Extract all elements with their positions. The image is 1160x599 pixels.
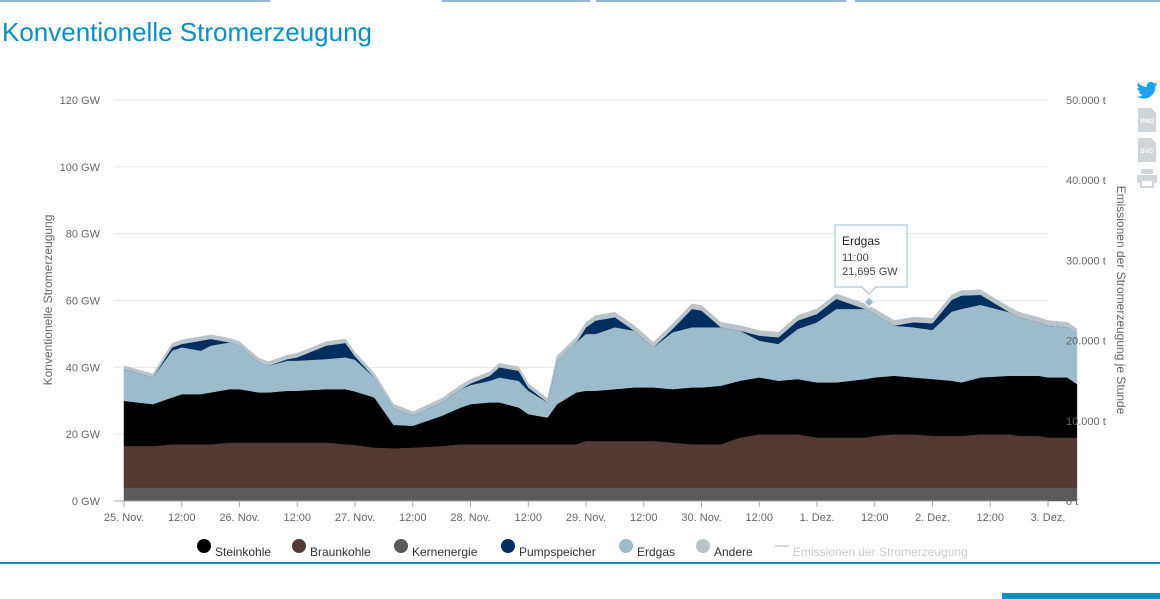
png-label: PNG bbox=[1140, 119, 1153, 125]
x-tick-label: 3. Dez. bbox=[1031, 512, 1066, 524]
png-export-icon[interactable]: PNG bbox=[1136, 108, 1158, 132]
legend-marker bbox=[394, 539, 408, 553]
area-kernenergie bbox=[123, 487, 1078, 502]
x-tick-label: 1. Dez. bbox=[800, 512, 835, 524]
tooltip-series: Erdgas bbox=[842, 234, 880, 248]
tooltip-box bbox=[834, 224, 908, 295]
top-accent-segment bbox=[442, 0, 590, 2]
y2-tick-label: 20.000 t bbox=[1066, 336, 1106, 348]
tooltip: Erdgas 11:00 21,695 GW bbox=[834, 224, 908, 308]
x-tick-label: 12:00 bbox=[861, 512, 889, 524]
y-tick-label: 20 GW bbox=[66, 429, 101, 441]
bottom-tab-marker bbox=[1002, 593, 1160, 599]
legend-item-label: Pumpspeicher bbox=[519, 545, 596, 559]
x-tick-label: 30. Nov. bbox=[681, 512, 721, 524]
x-tick-label: 12:00 bbox=[514, 512, 542, 524]
axes: 0 GW 20 GW 40 GW 60 GW 80 GW 100 GW 120 GW 0 t 1… bbox=[41, 95, 1128, 524]
x-tick-label: 2. Dez. bbox=[915, 512, 950, 524]
x-tick-label: 12:00 bbox=[745, 512, 773, 524]
x-tick-label: 27. Nov. bbox=[335, 512, 375, 524]
y-tick-label: 120 GW bbox=[60, 95, 101, 107]
legend-item-label: Braunkohle bbox=[310, 545, 371, 559]
area-andere bbox=[123, 289, 1078, 417]
x-tick-label: 12:00 bbox=[630, 512, 658, 524]
legend: Steinkohle Braunkohle Kernenergie Pumpspeic… bbox=[197, 539, 968, 559]
y2-tick-label: 40.000 t bbox=[1066, 175, 1106, 187]
legend-item-label: Emissionen der Stromerzeugung bbox=[793, 545, 968, 559]
y2-tick-label: 10.000 t bbox=[1066, 416, 1106, 428]
x-tick-label: 26. Nov. bbox=[219, 512, 259, 524]
x-tick-label: 12:00 bbox=[399, 512, 427, 524]
y2-tick-label: 0 t bbox=[1066, 496, 1078, 508]
legend-item-label: Andere bbox=[714, 545, 753, 559]
top-accent-segment bbox=[0, 0, 270, 2]
tooltip-time: 11:00 bbox=[842, 252, 869, 264]
x-tick-label: 28. Nov. bbox=[450, 512, 490, 524]
top-accent-segment bbox=[855, 0, 1160, 2]
x-tick-label: 12:00 bbox=[168, 512, 196, 524]
legend-marker bbox=[292, 539, 306, 553]
legend-marker bbox=[619, 539, 633, 553]
bottom-divider bbox=[0, 562, 1160, 564]
top-accent-segment bbox=[596, 0, 846, 2]
area-series bbox=[123, 289, 1078, 502]
y-tick-label: 60 GW bbox=[66, 296, 101, 308]
y2-tick-label: 30.000 t bbox=[1066, 255, 1106, 267]
print-icon[interactable] bbox=[1136, 168, 1158, 188]
legend-marker bbox=[696, 539, 710, 553]
legend-item-label: Kernenergie bbox=[412, 545, 478, 559]
y-tick-label: 80 GW bbox=[66, 229, 101, 241]
svg-label: SVG bbox=[1141, 149, 1154, 155]
y2-tick-label: 50.000 t bbox=[1066, 95, 1106, 107]
top-accent-bar bbox=[0, 0, 1160, 2]
y-tick-label: 0 GW bbox=[72, 496, 101, 508]
x-tick-label: 25. Nov. bbox=[104, 512, 144, 524]
legend-marker bbox=[501, 539, 515, 553]
tooltip-point-marker bbox=[863, 296, 875, 308]
legend-marker bbox=[197, 539, 211, 553]
y-tick-label: 100 GW bbox=[60, 162, 101, 174]
y2-axis-title: Emissionen der Stromerzeugung je Stunde bbox=[1114, 186, 1128, 415]
y-tick-label: 40 GW bbox=[66, 362, 101, 374]
x-tick-label: 12:00 bbox=[976, 512, 1004, 524]
svg-export-icon[interactable]: SVG bbox=[1136, 138, 1158, 162]
export-toolbar: PNG SVG bbox=[1136, 80, 1160, 194]
legend-item-label: Erdgas bbox=[637, 545, 675, 559]
twitter-icon[interactable] bbox=[1136, 80, 1158, 102]
y-axis-title: Konventionelle Stromerzeugung bbox=[41, 215, 55, 386]
page-title: Konventionelle Stromerzeugung bbox=[2, 17, 373, 47]
x-tick-label: 12:00 bbox=[283, 512, 311, 524]
tooltip-value: 21,695 GW bbox=[842, 266, 898, 278]
legend-item-label: Steinkohle bbox=[215, 545, 271, 559]
x-tick-label: 29. Nov. bbox=[566, 512, 606, 524]
chart: 0 GW 20 GW 40 GW 60 GW 80 GW 100 GW 120 GW 0 t 1… bbox=[41, 95, 1128, 559]
